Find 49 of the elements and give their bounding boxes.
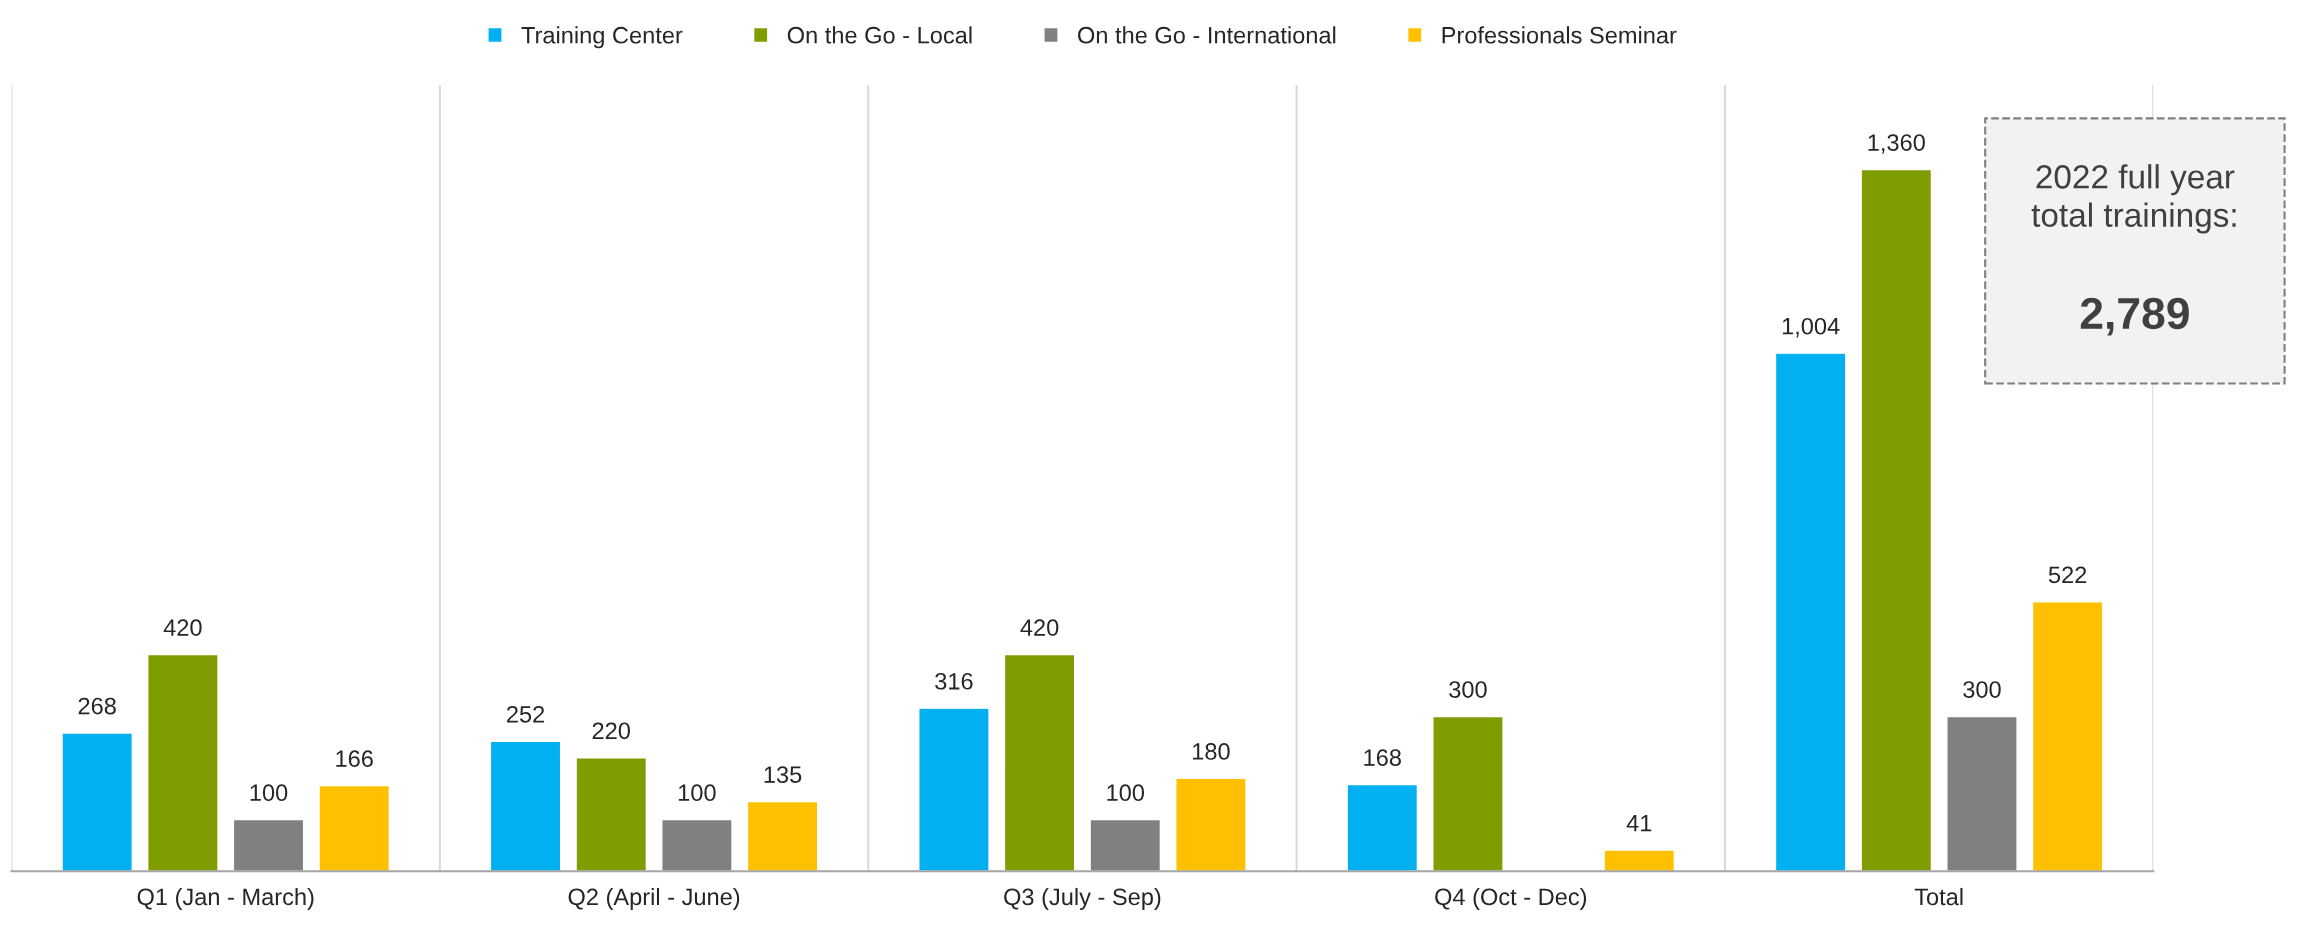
bar: [318, 784, 391, 872]
bar: [2031, 601, 2104, 872]
x-tick-label: Q3 (July - Sep): [1004, 887, 1161, 910]
x-tick-label: Q4 (Oct - Dec): [1435, 887, 1587, 910]
data-label: 252: [507, 705, 545, 723]
data-label: 41: [1626, 815, 1652, 832]
x-tick-label: Q2 (April - June): [568, 887, 740, 910]
data-label: 300: [1449, 681, 1487, 698]
bar: [1175, 777, 1247, 872]
data-label: 316: [935, 672, 973, 690]
data-label: 180: [1193, 743, 1230, 760]
legend-label: On the Go - Local: [787, 26, 972, 44]
annotation: 2,789: [2080, 297, 2189, 336]
bar: [1432, 715, 1504, 872]
bar: [61, 732, 134, 872]
bar: [661, 818, 733, 872]
bar: [1603, 849, 1676, 872]
data-label: 166: [336, 750, 373, 768]
bar: [1774, 352, 1847, 872]
bar: [232, 818, 305, 872]
data-label: 220: [592, 722, 630, 740]
legend-label: On the Go - International: [1078, 26, 1336, 44]
bar: [1946, 715, 2018, 872]
legend-label: Professionals Seminar: [1442, 26, 1677, 44]
data-label: 168: [1364, 749, 1401, 766]
x-tick-label: Q1 (Jan - March): [137, 887, 314, 910]
data-label: 100: [678, 784, 716, 802]
annotation: 2022 full year total trainings:: [2031, 164, 2236, 234]
x-tick-label: Total: [1914, 887, 1963, 906]
data-label: 1,360: [1868, 134, 1925, 154]
data-label: 522: [2048, 566, 2087, 584]
bar: [147, 653, 219, 872]
bar: [575, 757, 648, 872]
data-label: 420: [163, 619, 202, 636]
data-label: 100: [250, 784, 288, 802]
legend-label: Training Center: [521, 26, 683, 49]
data-label: 1,004: [1782, 317, 1840, 338]
bar: [1089, 818, 1162, 872]
data-label: 100: [1107, 784, 1145, 802]
data-label: 268: [78, 697, 116, 715]
data-label: 135: [764, 766, 802, 784]
bar: [1003, 653, 1076, 872]
bar: [746, 800, 819, 872]
bar: [489, 740, 562, 872]
data-label: 300: [1963, 681, 2001, 698]
bar: [1346, 783, 1419, 872]
bar: [1860, 168, 1933, 872]
data-label: 420: [1020, 619, 1059, 636]
bar: [918, 707, 990, 872]
